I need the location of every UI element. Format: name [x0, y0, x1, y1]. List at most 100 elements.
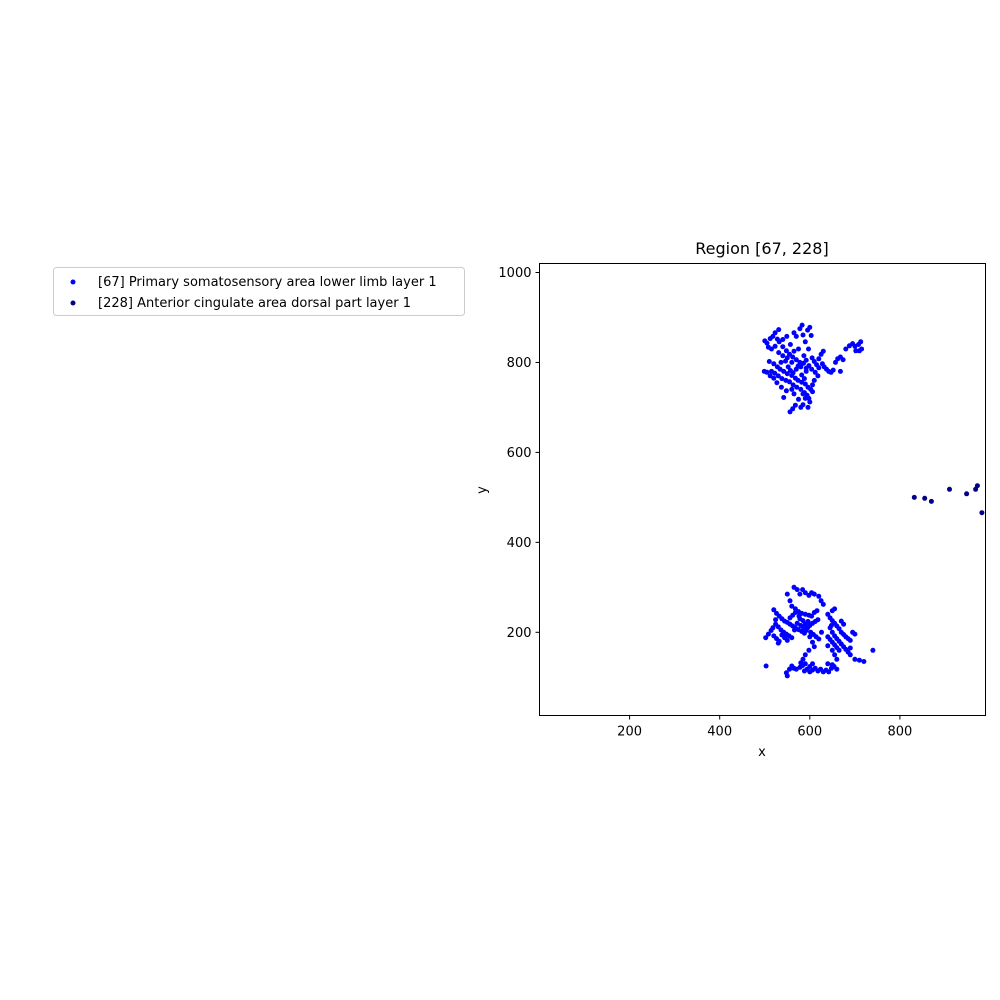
- data-point: [811, 591, 817, 597]
- legend-frame: [53, 267, 465, 316]
- y-tick-label: 200: [507, 626, 532, 641]
- data-point: [812, 369, 818, 375]
- data-point: [806, 346, 811, 352]
- data-point: [837, 368, 843, 374]
- data-point: [800, 391, 806, 397]
- data-point: [798, 404, 804, 410]
- data-point: [776, 327, 782, 333]
- data-point: [829, 647, 835, 653]
- data-point: [791, 330, 797, 336]
- data-point: [775, 640, 781, 646]
- data-point: [794, 587, 800, 593]
- data-point: [794, 384, 800, 390]
- data-point: [800, 656, 806, 662]
- y-axis-label: y: [475, 486, 490, 494]
- data-point: [772, 330, 778, 336]
- data-point: [780, 353, 786, 359]
- axis-ticks: 200 400 600 800 200 400 600 800 1000: [498, 266, 912, 740]
- data-point: [816, 636, 822, 642]
- data-point: [820, 601, 826, 607]
- data-point: [853, 348, 859, 354]
- data-point: [810, 389, 815, 395]
- data-point: [816, 593, 822, 599]
- data-point: [789, 635, 795, 641]
- data-point: [861, 659, 867, 664]
- data-point: [771, 361, 777, 367]
- data-point: [964, 491, 970, 497]
- data-point: [798, 364, 804, 370]
- data-point: [818, 598, 824, 604]
- data-point: [796, 346, 801, 352]
- x-tick-label: 800: [887, 725, 912, 740]
- data-point: [774, 380, 780, 386]
- data-point: [776, 350, 782, 356]
- data-point: [805, 404, 811, 410]
- data-point: [776, 339, 782, 345]
- legend-label-228: [228] Anterior cingulate area dorsal par…: [98, 296, 411, 311]
- data-point: [922, 495, 928, 501]
- data-point: [800, 618, 806, 624]
- legend-marker-67: [70, 279, 76, 285]
- x-tick-label: 600: [797, 725, 822, 740]
- data-point: [785, 364, 791, 370]
- data-point: [820, 348, 826, 354]
- data-point: [800, 332, 806, 338]
- data-point: [784, 355, 790, 361]
- data-point: [811, 644, 817, 650]
- data-point: [784, 673, 790, 679]
- data-point: [806, 647, 812, 653]
- data-point: [763, 635, 769, 641]
- series-1: [911, 483, 985, 516]
- data-point: [947, 486, 952, 492]
- data-point: [792, 402, 798, 408]
- data-point: [847, 652, 853, 658]
- data-point: [787, 409, 793, 415]
- data-point: [789, 386, 795, 392]
- data-point: [796, 613, 802, 619]
- data-point: [825, 611, 831, 617]
- data-point: [766, 359, 772, 364]
- data-point: [802, 661, 808, 667]
- data-point: [809, 355, 815, 361]
- plot-area-frame: [539, 263, 986, 716]
- data-point: [790, 382, 796, 388]
- data-point: [803, 628, 809, 633]
- data-point: [778, 359, 784, 365]
- data-point: [771, 375, 777, 381]
- data-point: [797, 591, 803, 597]
- data-point: [770, 625, 776, 631]
- data-point: [840, 357, 846, 363]
- series-0: [761, 322, 876, 679]
- data-point: [773, 617, 779, 623]
- data-point: [787, 379, 792, 385]
- data-point: [974, 483, 980, 489]
- data-point: [811, 377, 817, 383]
- data-point: [836, 647, 842, 653]
- data-point: [780, 344, 786, 350]
- data-point: [834, 666, 840, 672]
- legend-marker-228: [70, 300, 76, 306]
- data-point: [791, 348, 797, 354]
- data-point: [797, 326, 803, 332]
- data-point: [836, 626, 842, 632]
- data-point: [802, 339, 808, 345]
- data-point: [834, 656, 840, 662]
- data-point: [830, 367, 836, 373]
- data-point: [784, 637, 790, 643]
- data-point: [832, 652, 838, 658]
- data-point: [792, 627, 797, 633]
- data-point: [779, 376, 785, 382]
- data-point: [798, 386, 804, 392]
- x-tick-label: 200: [617, 725, 642, 740]
- data-point: [784, 371, 790, 377]
- data-point: [852, 631, 858, 637]
- data-point: [801, 353, 807, 359]
- data-point: [802, 395, 808, 401]
- data-point: [783, 388, 789, 394]
- y-tick-label: 800: [507, 356, 532, 371]
- data-point: [791, 391, 797, 397]
- data-point: [807, 324, 813, 330]
- data-point: [803, 357, 809, 363]
- data-point: [770, 333, 776, 339]
